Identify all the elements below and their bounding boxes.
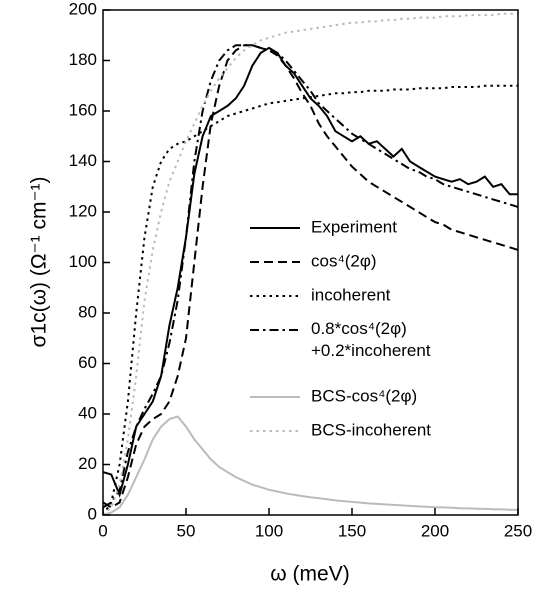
legend-label: 0.8*cos⁴(2φ) +0.2*incoherent: [311, 319, 431, 360]
y-tick-label: 180: [69, 50, 97, 69]
series-line: [102, 12, 518, 516]
x-axis-label: ω (meV): [270, 563, 349, 586]
y-tick-label: 100: [69, 252, 97, 271]
y-tick-label: 20: [78, 454, 97, 473]
y-tick-label: 40: [78, 403, 97, 422]
y-tick-label: 80: [78, 302, 97, 321]
series-line: [102, 84, 518, 516]
series-line: [102, 415, 519, 516]
y-axis-label: σ1c(ω) (Ω⁻¹ cm⁻¹): [28, 176, 51, 347]
x-tick-label: 150: [338, 521, 366, 540]
legend-label: incoherent: [311, 285, 391, 304]
y-tick-label: 0: [88, 504, 97, 523]
y-tick-label: 160: [69, 100, 97, 119]
y-tick-label: 120: [69, 201, 97, 220]
series-line: [102, 46, 518, 498]
series-line: [102, 44, 519, 509]
legend-label: BCS-cos⁴(2φ): [311, 386, 417, 405]
series-line: [102, 44, 519, 509]
legend-label: Experiment: [311, 217, 397, 236]
y-tick-label: 200: [69, 0, 97, 18]
x-tick-label: 250: [504, 521, 532, 540]
x-tick-label: 200: [421, 521, 449, 540]
y-tick-label: 140: [69, 151, 97, 170]
legend-label: cos⁴(2φ): [311, 251, 377, 270]
x-tick-label: 0: [98, 521, 107, 540]
x-tick-label: 50: [177, 521, 196, 540]
x-tick-label: 100: [255, 521, 283, 540]
y-tick-label: 60: [78, 353, 97, 372]
legend-label: BCS-incoherent: [311, 420, 431, 439]
